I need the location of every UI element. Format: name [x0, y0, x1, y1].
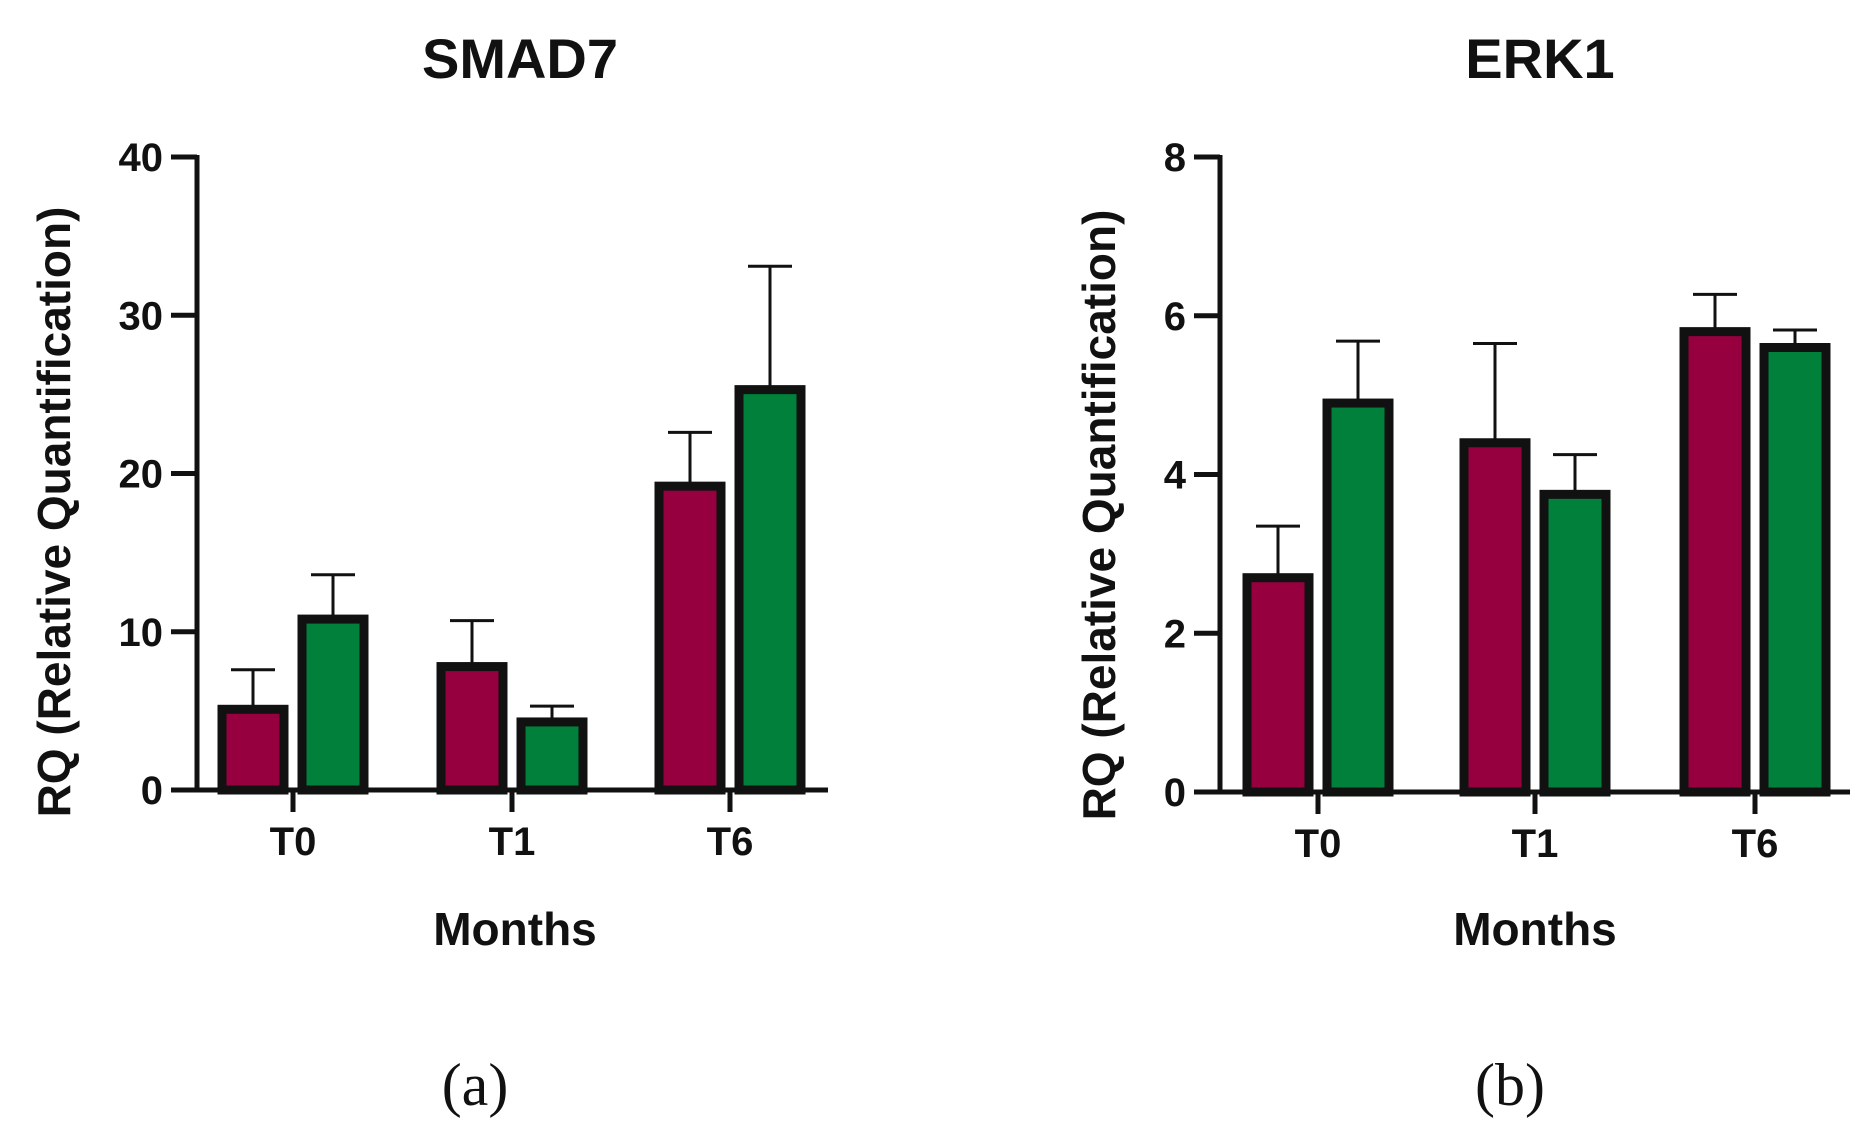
y-axis-label-erk1: RQ (Relative Quantification): [1073, 210, 1125, 821]
y-tick-label-smad7-20: 20: [119, 453, 164, 497]
bar-erk1-series_b-T0: [1322, 398, 1394, 797]
chart-title-erk1: ERK1: [1465, 27, 1614, 90]
bar-erk1-series_b-T6: [1759, 343, 1831, 797]
x-tick-label-smad7-T6: T6: [707, 820, 754, 864]
x-tick-label-smad7-T0: T0: [270, 820, 317, 864]
y-tick-label-erk1-8: 8: [1164, 136, 1186, 180]
y-tick-label-erk1-2: 2: [1164, 612, 1186, 656]
bar-smad7-series_a-T0: [217, 704, 289, 795]
chart-title-smad7: SMAD7: [422, 27, 618, 90]
y-axis-label-smad7: RQ (Relative Quantification): [28, 207, 80, 818]
x-tick-label-erk1-T6: T6: [1732, 822, 1779, 866]
x-axis-label-erk1: Months: [1453, 903, 1617, 955]
bar-erk1-series_a-T6: [1679, 327, 1751, 797]
y-tick-label-erk1-0: 0: [1164, 771, 1186, 815]
y-tick-label-erk1-6: 6: [1164, 295, 1186, 339]
bar-smad7-series_b-T6: [734, 385, 806, 795]
bar-smad7-series_b-T1: [516, 717, 588, 795]
bar-erk1-series_a-T0: [1242, 573, 1314, 797]
plot-area-smad7: 0 10 20 30 40 T0 T1 T6: [119, 136, 828, 864]
bar-smad7-series_b-T0: [297, 614, 369, 795]
y-tick-label-smad7-0: 0: [141, 769, 163, 813]
y-tick-label-smad7-40: 40: [119, 136, 164, 180]
x-tick-label-erk1-T0: T0: [1295, 822, 1342, 866]
y-tick-label-smad7-30: 30: [119, 294, 164, 338]
bar-smad7-series_a-T1: [436, 662, 508, 795]
y-tick-label-smad7-10: 10: [119, 611, 164, 655]
bar-erk1-series_b-T1: [1539, 489, 1611, 797]
smad7-chart: SMAD7 Months RQ (Relative Quantification…: [28, 27, 828, 1118]
panel-label-b: (b): [1475, 1052, 1545, 1118]
bar-smad7-series_a-T6: [654, 481, 726, 795]
bar-erk1-series_a-T1: [1459, 438, 1531, 797]
x-tick-label-erk1-T1: T1: [1512, 822, 1559, 866]
y-tick-label-erk1-4: 4: [1164, 454, 1187, 498]
panel-label-a: (a): [442, 1052, 509, 1118]
x-axis-label-smad7: Months: [433, 903, 597, 955]
plot-area-erk1: 0 2 4 6 8 T0 T1 T6: [1164, 136, 1850, 866]
x-tick-label-smad7-T1: T1: [489, 820, 536, 864]
erk1-chart: ERK1 Months RQ (Relative Quantification)…: [1073, 27, 1850, 1118]
